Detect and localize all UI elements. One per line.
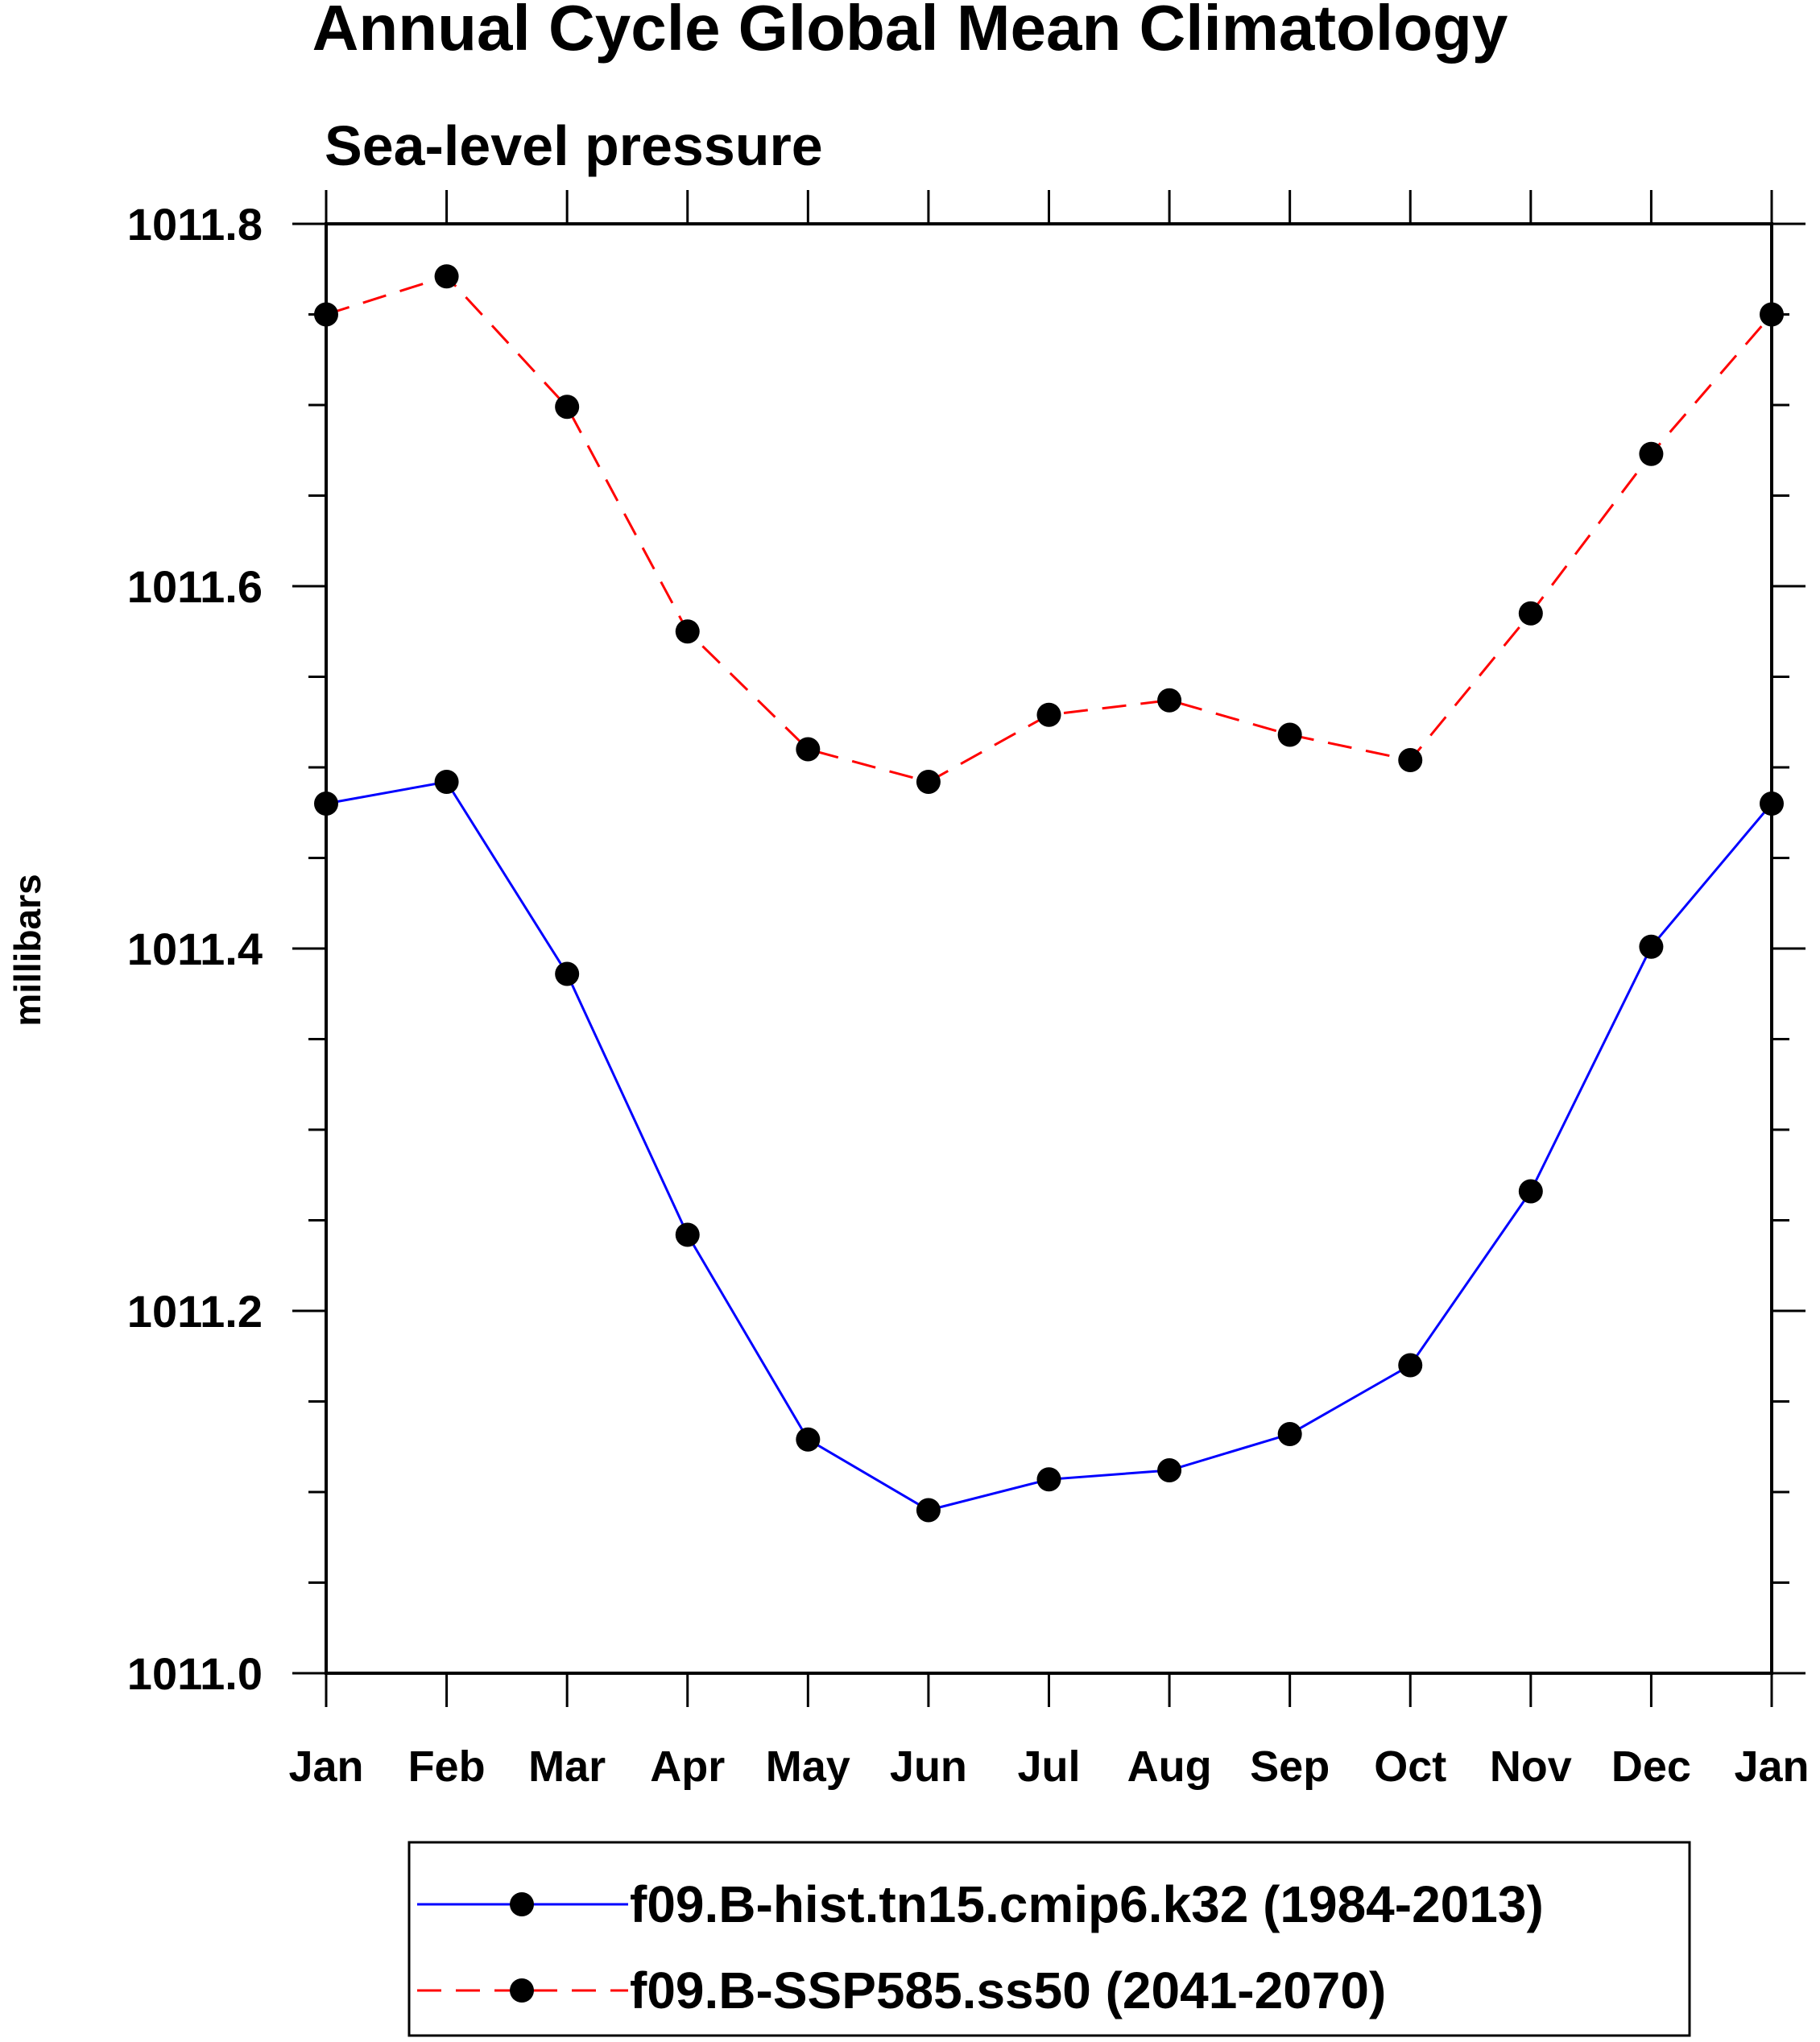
data-point bbox=[1639, 934, 1664, 959]
data-point bbox=[314, 792, 338, 816]
data-point bbox=[434, 770, 459, 794]
plot-frame bbox=[325, 222, 1773, 1675]
legend-marker-2 bbox=[510, 1978, 534, 2003]
x-tick-label: Sep bbox=[1250, 1742, 1330, 1791]
data-point bbox=[434, 264, 459, 289]
data-point bbox=[796, 737, 821, 762]
legend-box bbox=[407, 1841, 1691, 2037]
data-point bbox=[675, 1222, 700, 1247]
x-tick-label: Jan bbox=[1734, 1742, 1809, 1791]
data-point bbox=[314, 302, 338, 327]
x-tick-label: Feb bbox=[408, 1742, 486, 1791]
data-point bbox=[1760, 302, 1784, 327]
x-tick-label: Jun bbox=[890, 1742, 967, 1791]
chart-subtitle: Sea-level pressure bbox=[325, 114, 823, 177]
x-tick-label: Oct bbox=[1374, 1742, 1446, 1791]
x-tick-label: Apr bbox=[650, 1742, 725, 1791]
x-tick-label: Nov bbox=[1490, 1742, 1572, 1791]
x-tick-label: Aug bbox=[1127, 1742, 1212, 1791]
data-point bbox=[1760, 792, 1784, 816]
data-point bbox=[1639, 441, 1664, 466]
data-point bbox=[1157, 688, 1182, 713]
y-tick-label: 1011.6 bbox=[127, 561, 263, 612]
x-tick-label: Jan bbox=[288, 1742, 363, 1791]
data-point bbox=[1157, 1458, 1182, 1482]
x-tick-label: Jul bbox=[1017, 1742, 1080, 1791]
data-point bbox=[796, 1427, 821, 1452]
data-point bbox=[1277, 722, 1302, 747]
data-point bbox=[1036, 1467, 1061, 1492]
y-tick-label: 1011.2 bbox=[127, 1286, 263, 1337]
legend-label-1: f09.B-hist.tn15.cmip6.k32 (1984-2013) bbox=[630, 1875, 1544, 1933]
data-point bbox=[555, 961, 580, 986]
data-point bbox=[1518, 601, 1543, 626]
y-tick-label: 1011.0 bbox=[127, 1648, 263, 1699]
data-point bbox=[916, 1498, 941, 1523]
data-point bbox=[1277, 1422, 1302, 1446]
data-point bbox=[916, 770, 941, 794]
legend-label-2: f09.B-SSP585.ss50 (2041-2070) bbox=[630, 1961, 1386, 2019]
x-tick-label: Dec bbox=[1611, 1742, 1691, 1791]
data-point bbox=[555, 395, 580, 420]
y-tick-labels: 1011.0 1011.2 1011.4 1011.6 1011.8 bbox=[127, 199, 263, 1699]
y-axis-label: millibars bbox=[6, 874, 48, 1026]
series bbox=[314, 264, 1784, 1523]
data-point bbox=[675, 619, 700, 644]
legend-marker-1 bbox=[510, 1892, 534, 1916]
x-tick-label: May bbox=[766, 1742, 850, 1791]
chart-title: Annual Cycle Global Mean Climatology bbox=[312, 0, 1508, 64]
axis-ticks bbox=[292, 190, 1806, 1707]
data-point bbox=[1518, 1179, 1543, 1204]
data-point bbox=[1036, 702, 1061, 727]
y-tick-label: 1011.8 bbox=[127, 199, 263, 250]
x-tick-labels: Jan Feb Mar Apr May Jun Jul Aug Sep Oct Nov Dec Jan bbox=[288, 1742, 1809, 1791]
y-tick-label: 1011.4 bbox=[127, 924, 263, 974]
data-point bbox=[1398, 1353, 1423, 1378]
legend: f09.B-hist.tn15.cmip6.k32 (1984-2013) f09… bbox=[417, 1875, 1544, 2019]
series-line-1 bbox=[325, 780, 1773, 1512]
data-point bbox=[1398, 748, 1423, 772]
x-tick-label: Mar bbox=[528, 1742, 606, 1791]
